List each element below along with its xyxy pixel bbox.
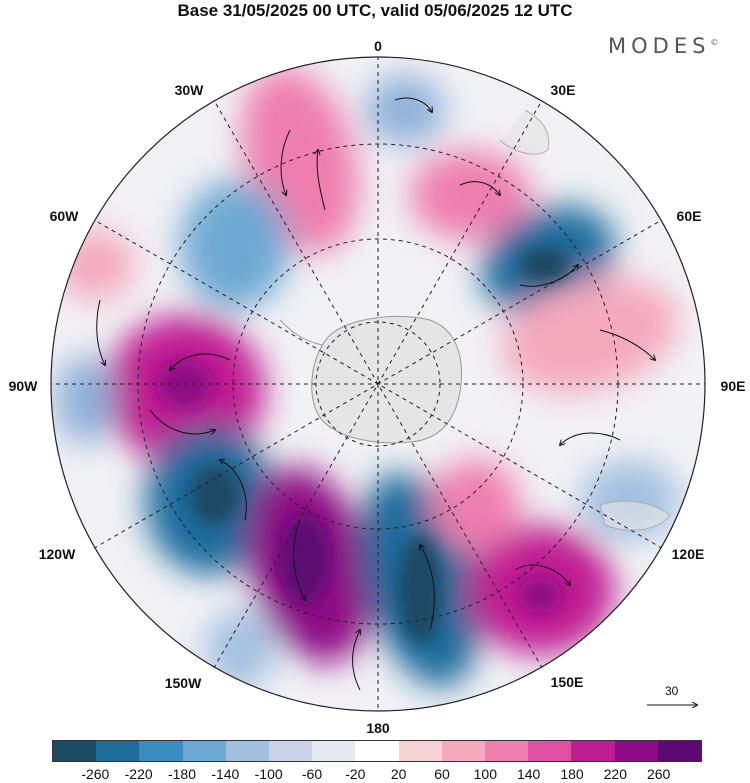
brand-logo: MODES© — [608, 34, 718, 58]
colorbar-segment — [225, 741, 270, 761]
label-lon-180: 180 — [366, 720, 390, 736]
anomaly-core — [518, 577, 562, 613]
label-lon-90e: 90E — [720, 378, 746, 394]
brand-mark: © — [710, 38, 719, 47]
wind-vector — [293, 519, 305, 600]
colorbar-segment — [355, 741, 399, 761]
label-lon-150e: 150E — [550, 674, 584, 690]
label-lon-30w: 30W — [174, 82, 204, 98]
colorbar-segment — [485, 741, 529, 761]
anomaly-core — [157, 360, 213, 410]
colorbar-segment — [312, 741, 356, 761]
wind-vectors — [96, 97, 655, 691]
anomaly-positive — [430, 460, 520, 550]
colorbar-segment — [53, 741, 97, 761]
colorbar-segment — [96, 741, 140, 761]
colorbar-tick-label: 60 — [434, 766, 450, 782]
anomaly-negative — [365, 75, 445, 145]
wind-vector — [352, 630, 361, 691]
colorbar-segment — [441, 741, 486, 761]
map-title: Base 31/05/2025 00 UTC, valid 05/06/2025… — [177, 1, 573, 20]
colorbar-tick-label: -140 — [211, 766, 240, 782]
wind-vector — [96, 299, 105, 365]
anomaly-negative — [180, 180, 290, 310]
reference-vector-label: 30 — [665, 684, 679, 698]
map-border — [50, 56, 706, 712]
wind-vector — [599, 329, 655, 360]
anomaly-negative — [205, 610, 275, 690]
anomaly-core — [398, 535, 442, 645]
brand-name: MODES — [608, 34, 711, 58]
map-disc — [51, 57, 705, 711]
colorbar-tick-label: -260 — [81, 766, 110, 782]
anomaly-positive — [501, 276, 679, 394]
colorbar-tick-label: 260 — [646, 766, 671, 782]
label-lon-120w: 120W — [38, 546, 76, 562]
colorbar-tick-label: -60 — [301, 766, 323, 782]
antarctica-land — [311, 316, 462, 444]
colorbar-tick-label: 20 — [390, 766, 407, 782]
colorbar-tick-label: 100 — [473, 766, 498, 782]
graticule — [51, 57, 705, 711]
wind-vector — [514, 564, 570, 585]
colorbar-segment — [528, 741, 572, 761]
colorbar — [52, 740, 702, 762]
colorbar-segment — [571, 741, 615, 761]
africa-tip — [499, 109, 550, 155]
colorbar-segment — [269, 741, 313, 761]
colorbar-segment — [398, 741, 442, 761]
anomaly-field — [55, 67, 680, 690]
colorbar-segment — [657, 741, 702, 761]
wind-vector — [560, 432, 621, 445]
anomaly-cores — [157, 247, 570, 645]
wind-vector — [317, 150, 326, 211]
colorbar-tick-label: -180 — [167, 766, 197, 782]
label-lon-60w: 60W — [49, 208, 79, 224]
colorbar-tick-label: -220 — [124, 766, 153, 782]
antarctic-peninsula — [279, 319, 323, 346]
label-lon-60e: 60E — [676, 208, 702, 224]
wind-vector — [170, 353, 231, 370]
reference-vector-arrow — [647, 698, 705, 712]
anomaly-core — [520, 247, 570, 283]
colorbar-tick-label: 220 — [603, 766, 628, 782]
anomaly-positive — [55, 230, 135, 300]
colorbar-ticks: -260 -220 -180 -140 -100 -60 -20 20 60 100 140 180 2… — [52, 766, 702, 782]
anomaly-negative — [55, 355, 115, 445]
label-lon-90w: 90W — [8, 378, 38, 394]
label-lon-150w: 150W — [164, 675, 202, 691]
anomaly-core — [190, 465, 240, 525]
label-lon-0: 0 — [374, 38, 382, 54]
colorbar-tick-label: 180 — [560, 766, 584, 782]
wind-vector — [280, 129, 291, 195]
wind-vector — [220, 460, 247, 521]
colorbar-segment — [139, 741, 183, 761]
colorbar-tick-label: 140 — [516, 766, 541, 782]
colorbar-tick-label: -20 — [345, 766, 366, 782]
wind-vector — [420, 545, 435, 631]
wind-vector — [459, 181, 500, 195]
label-lon-120e: 120E — [671, 546, 705, 562]
anomaly-core — [280, 515, 330, 605]
wind-vector — [149, 409, 215, 434]
wind-vector — [519, 265, 578, 287]
colorbar-segment — [614, 741, 658, 761]
anomaly-positive — [410, 150, 530, 240]
colorbar-tick-label: -100 — [254, 766, 283, 782]
colorbar-segment — [182, 741, 226, 761]
wind-vector — [394, 97, 432, 112]
label-lon-30e: 30E — [550, 82, 576, 98]
